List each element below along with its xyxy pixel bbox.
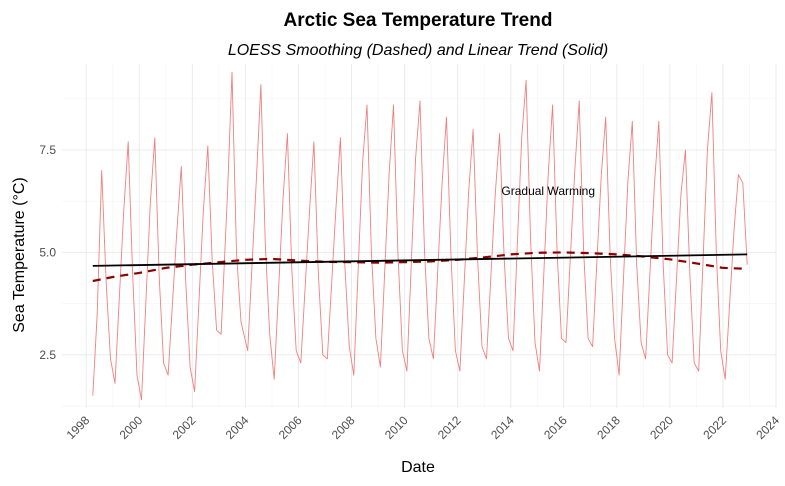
raw-series xyxy=(92,71,748,401)
y-tick-label: 7.5 xyxy=(39,143,56,157)
x-tick-label: 2012 xyxy=(435,413,464,442)
x-tick-label: 2016 xyxy=(541,413,570,442)
raw-temperature-line xyxy=(92,71,748,401)
x-tick-label: 2010 xyxy=(382,413,411,442)
x-tick-label: 1998 xyxy=(64,413,93,442)
y-axis-title: Sea Temperature (°C) xyxy=(11,177,28,333)
x-tick-label: 2024 xyxy=(753,413,782,442)
x-tick-label: 2008 xyxy=(329,413,358,442)
y-tick-label: 5.0 xyxy=(39,245,56,259)
x-tick-label: 2018 xyxy=(594,413,623,442)
tick-labels: 1998 2000 2002 2004 2006 2008 2010 2012 2014 2016… xyxy=(39,143,782,442)
x-tick-label: 2020 xyxy=(647,413,676,442)
grid xyxy=(62,64,777,408)
y-tick-label: 2.5 xyxy=(39,348,56,362)
chart-title: Arctic Sea Temperature Trend xyxy=(284,10,553,31)
trend-lines xyxy=(92,251,748,283)
x-tick-label: 2004 xyxy=(223,413,252,442)
linear-trend-line xyxy=(92,253,748,267)
x-tick-label: 2002 xyxy=(170,413,199,442)
x-tick-label: 2006 xyxy=(276,413,305,442)
x-axis-title: Date xyxy=(401,459,435,476)
x-tick-label: 2022 xyxy=(700,413,729,442)
x-tick-label: 2000 xyxy=(117,413,146,442)
chart-subtitle: LOESS Smoothing (Dashed) and Linear Tren… xyxy=(228,42,608,59)
x-tick-label: 2014 xyxy=(488,413,517,442)
annotation-gradual-warming: Gradual Warming xyxy=(501,184,595,198)
